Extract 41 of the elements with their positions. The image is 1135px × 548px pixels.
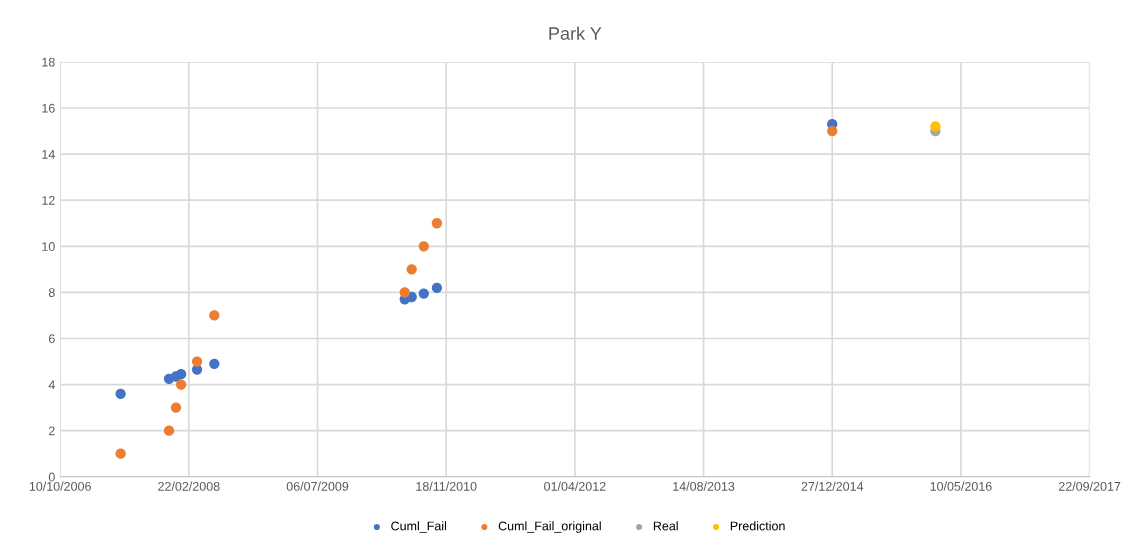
y-tick-label: 0 [48,472,55,482]
point [209,358,220,369]
y-tick-label: 18 [42,57,55,67]
y-tick-label: 16 [42,103,55,113]
legend-label: Cuml_Fail [391,521,447,533]
point [163,425,175,436]
point [115,448,126,459]
point [191,356,203,367]
x-tick-label: 14/08/2013 [673,481,735,491]
point [209,310,220,321]
point [827,125,838,137]
point [115,388,126,399]
x-tick-label: 10/10/2006 [29,481,91,491]
legend-label: Prediction [730,521,785,531]
y-tick-label: 8 [48,288,55,298]
x-tick-label: 10/05/2016 [930,481,992,491]
point [175,379,187,390]
point [418,288,429,299]
chart-title: Park Y [549,26,602,40]
point [399,287,410,298]
point [418,241,429,252]
x-tick-label: 22/02/2008 [158,481,220,491]
x-tick-label: 06/07/2009 [286,481,349,491]
x-tick-label: 01/04/2012 [544,481,606,491]
x-tick-label: 22/09/2017 [1058,481,1121,491]
legend-label: Cuml_Fail_original [498,521,601,533]
point [431,218,443,229]
point [175,369,187,380]
y-tick-label: 6 [48,334,55,344]
point [930,121,941,132]
x-tick-label: 18/11/2010 [416,481,477,491]
y-tick-label: 12 [42,196,55,205]
y-tick-label: 10 [42,242,55,251]
y-tick-label: 2 [48,426,55,436]
y-tick-label: 14 [42,150,55,159]
legend-label: Real [653,521,678,531]
point [431,282,443,293]
y-tick-label: 4 [48,380,55,390]
point [170,402,182,413]
point [406,264,417,275]
x-tick-label: 27/12/2014 [801,481,864,491]
